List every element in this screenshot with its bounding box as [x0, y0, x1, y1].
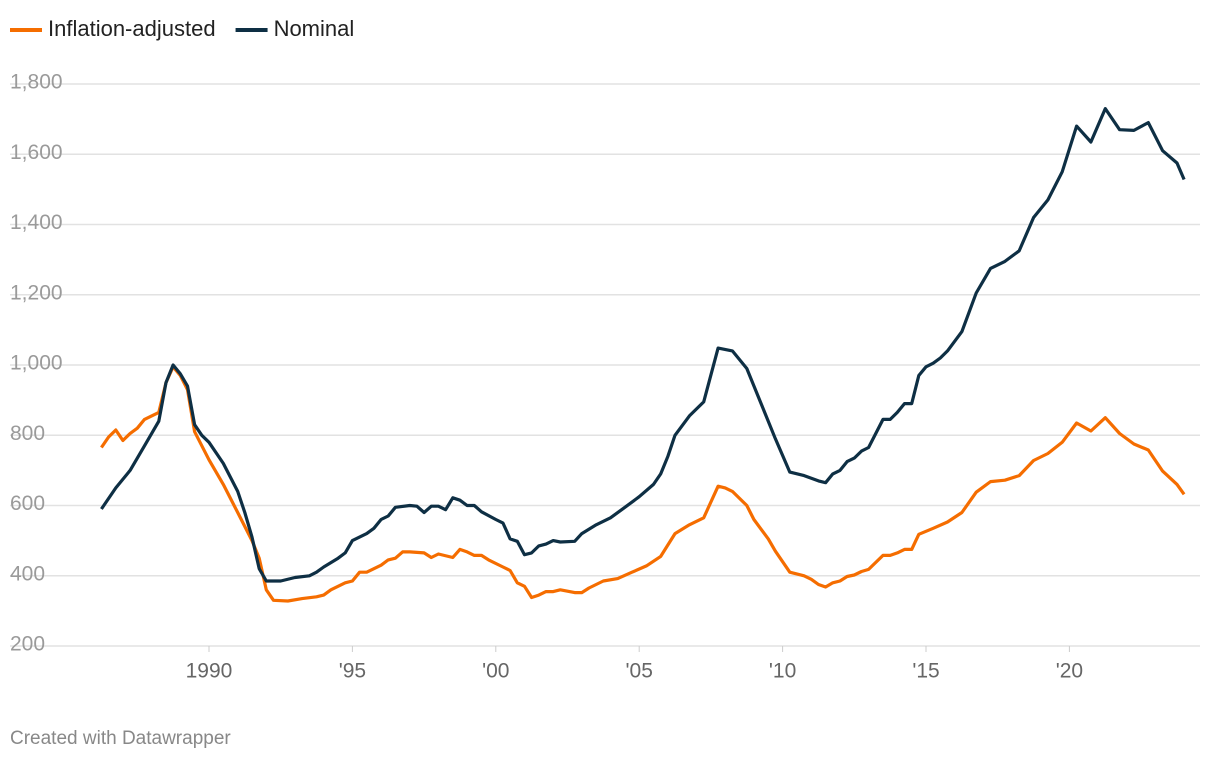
x-tick-label: '15	[912, 660, 939, 683]
y-tick-label: 800	[10, 422, 45, 445]
x-tick-label: 1990	[186, 660, 233, 683]
x-tick-label: '00	[482, 660, 509, 683]
x-tick-label: '20	[1056, 660, 1083, 683]
y-tick-label: 600	[10, 492, 45, 515]
x-tick-label: '95	[339, 660, 366, 683]
y-tick-label: 1,000	[10, 352, 63, 375]
legend-label: Nominal	[274, 16, 355, 41]
x-tick-label: '10	[769, 660, 796, 683]
x-tick-label: '05	[626, 660, 653, 683]
y-tick-label: 1,800	[10, 71, 63, 94]
y-tick-label: 1,600	[10, 141, 63, 164]
y-tick-label: 200	[10, 633, 45, 656]
y-tick-label: 400	[10, 562, 45, 585]
line	[100, 365, 1186, 603]
y-tick-label: 1,200	[10, 281, 63, 304]
y-tick-label: 1,400	[10, 211, 63, 234]
line	[100, 107, 1186, 583]
legend-label: Inflation-adjusted	[48, 16, 216, 41]
footer: Created with Datawrapper	[10, 728, 231, 749]
